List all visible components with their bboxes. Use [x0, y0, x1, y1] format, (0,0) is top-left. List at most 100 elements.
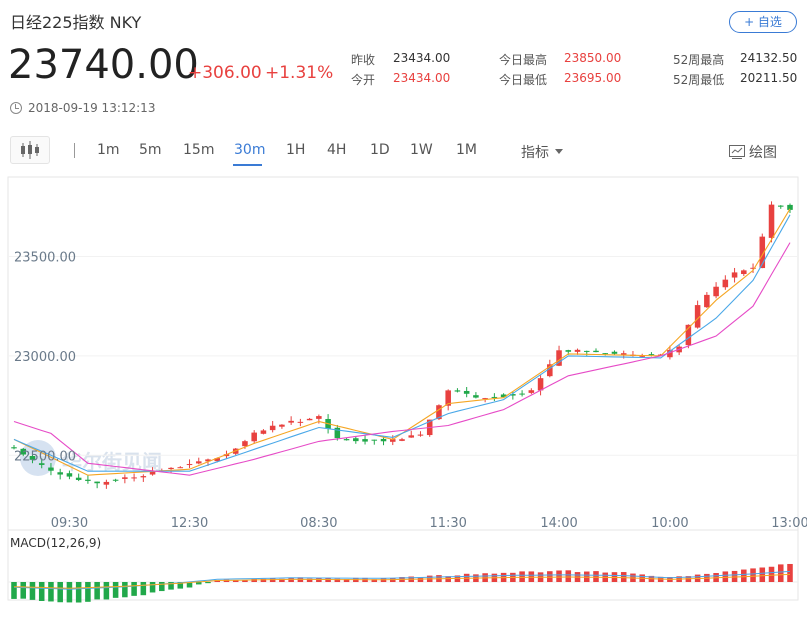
macd-histogram-bar [260, 578, 267, 582]
timeframe-1mo[interactable]: 1M [456, 142, 477, 158]
candle-body [242, 441, 248, 447]
ma-mid-line [13, 214, 791, 472]
candle-body [454, 390, 461, 392]
ma-long-line [13, 242, 791, 476]
timeframe-4h[interactable]: 4H [327, 142, 347, 158]
timeframe-5m[interactable]: 5m [139, 142, 162, 158]
stat-value-52w-high: 24132.50 [740, 51, 798, 65]
candle-body [297, 421, 304, 423]
macd-histogram-bar [343, 579, 350, 582]
candle-body [399, 439, 405, 441]
macd-histogram-bar [371, 579, 378, 582]
macd-histogram-bar [787, 563, 793, 582]
timeframe-1d[interactable]: 1D [370, 142, 390, 158]
candle-body [11, 447, 17, 449]
candle-body [38, 463, 45, 465]
timeframe-30m[interactable]: 30m [234, 142, 266, 158]
candle-body [353, 438, 359, 442]
candle-body [223, 454, 230, 457]
x-tick-label: 09:30 [51, 516, 88, 531]
candle-body [195, 461, 202, 464]
timeframe-1m[interactable]: 1m [97, 142, 120, 158]
timeframe-15m[interactable]: 15m [183, 142, 215, 158]
macd-histogram-bar [11, 582, 17, 599]
timestamp-row: 2018-09-19 13:12:13 [10, 101, 155, 115]
candle-body [168, 467, 174, 470]
macd-histogram-bar [565, 570, 572, 582]
macd-histogram-bar [112, 582, 119, 598]
macd-histogram-bar [306, 578, 313, 582]
candle-body [186, 464, 193, 466]
candle-body [48, 467, 54, 471]
candle-body [583, 350, 590, 352]
candle-body [408, 435, 415, 438]
chart-type-button[interactable] [10, 136, 50, 164]
macd-histogram-bar [85, 582, 91, 602]
candle-body [713, 286, 719, 297]
x-tick-label: 10:00 [651, 516, 688, 531]
macd-histogram-bar [242, 580, 248, 582]
macd-histogram-bar [195, 582, 202, 585]
timeframe-1h[interactable]: 1H [286, 142, 306, 158]
candle-body [463, 390, 470, 394]
candle-body [722, 279, 729, 288]
y-tick-label: 22500.00 [14, 449, 76, 464]
x-tick-label: 14:00 [540, 516, 577, 531]
macd-histogram-bar [177, 582, 184, 589]
macd-histogram-bar [131, 582, 137, 596]
macd-histogram-bar [122, 582, 128, 598]
indicator-dropdown[interactable]: 指标 [521, 142, 564, 162]
macd-histogram-bar [620, 572, 627, 582]
candle-body [214, 458, 221, 462]
candle-body [343, 439, 350, 441]
macd-histogram-bar [66, 582, 73, 603]
candle-body [537, 378, 544, 391]
candle-body [29, 456, 36, 460]
candle-body [528, 390, 535, 393]
candle-body [620, 353, 627, 355]
candle-body [112, 479, 119, 481]
candle-body [639, 356, 645, 358]
candle-body [103, 481, 110, 485]
candle-body [547, 364, 553, 377]
macd-histogram-bar [214, 580, 221, 582]
candle-body [685, 324, 692, 346]
price-change: +306.00 [188, 63, 262, 83]
stat-value-day-low: 23695.00 [564, 71, 622, 85]
candle-body [565, 350, 572, 352]
stat-value-prev-close: 23434.00 [393, 51, 451, 65]
draw-label: 绘图 [749, 145, 777, 161]
candle-body [94, 481, 100, 484]
stat-label-day-low: 今日最低 [499, 73, 548, 87]
candle-body [288, 420, 294, 423]
macd-histogram-bar [519, 571, 525, 582]
candle-body [473, 395, 479, 398]
candle-body [251, 432, 257, 442]
macd-histogram-bar [168, 582, 174, 590]
candle-body [657, 354, 664, 356]
candle-body [362, 439, 368, 442]
macd-histogram-bar [48, 582, 54, 602]
candle-body [269, 425, 276, 431]
y-tick-label: 23000.00 [14, 350, 76, 365]
candle-body [648, 354, 655, 356]
stat-value-52w-low: 20211.50 [740, 71, 798, 85]
candle-body [667, 349, 673, 358]
draw-tool-button[interactable]: 绘图 [729, 142, 777, 162]
add-to-watchlist-button[interactable]: + 自选 [729, 11, 797, 33]
macd-histogram-bar [251, 578, 257, 582]
stat-value-day-high: 23850.00 [564, 51, 622, 65]
timeframe-1w[interactable]: 1W [410, 142, 433, 158]
macd-histogram-bar [269, 578, 276, 582]
candle-body [556, 350, 562, 366]
chart-frame [7, 176, 799, 601]
candle-body [389, 439, 396, 442]
candle-body [122, 477, 128, 479]
macd-dea-line [13, 573, 791, 589]
stat-label-52w-high: 52周最高 [673, 53, 725, 67]
candle-body [140, 476, 147, 478]
x-tick-label: 11:30 [429, 516, 466, 531]
candlestick-icon [21, 141, 39, 159]
stat-label-prev-close: 昨收 [351, 53, 376, 67]
